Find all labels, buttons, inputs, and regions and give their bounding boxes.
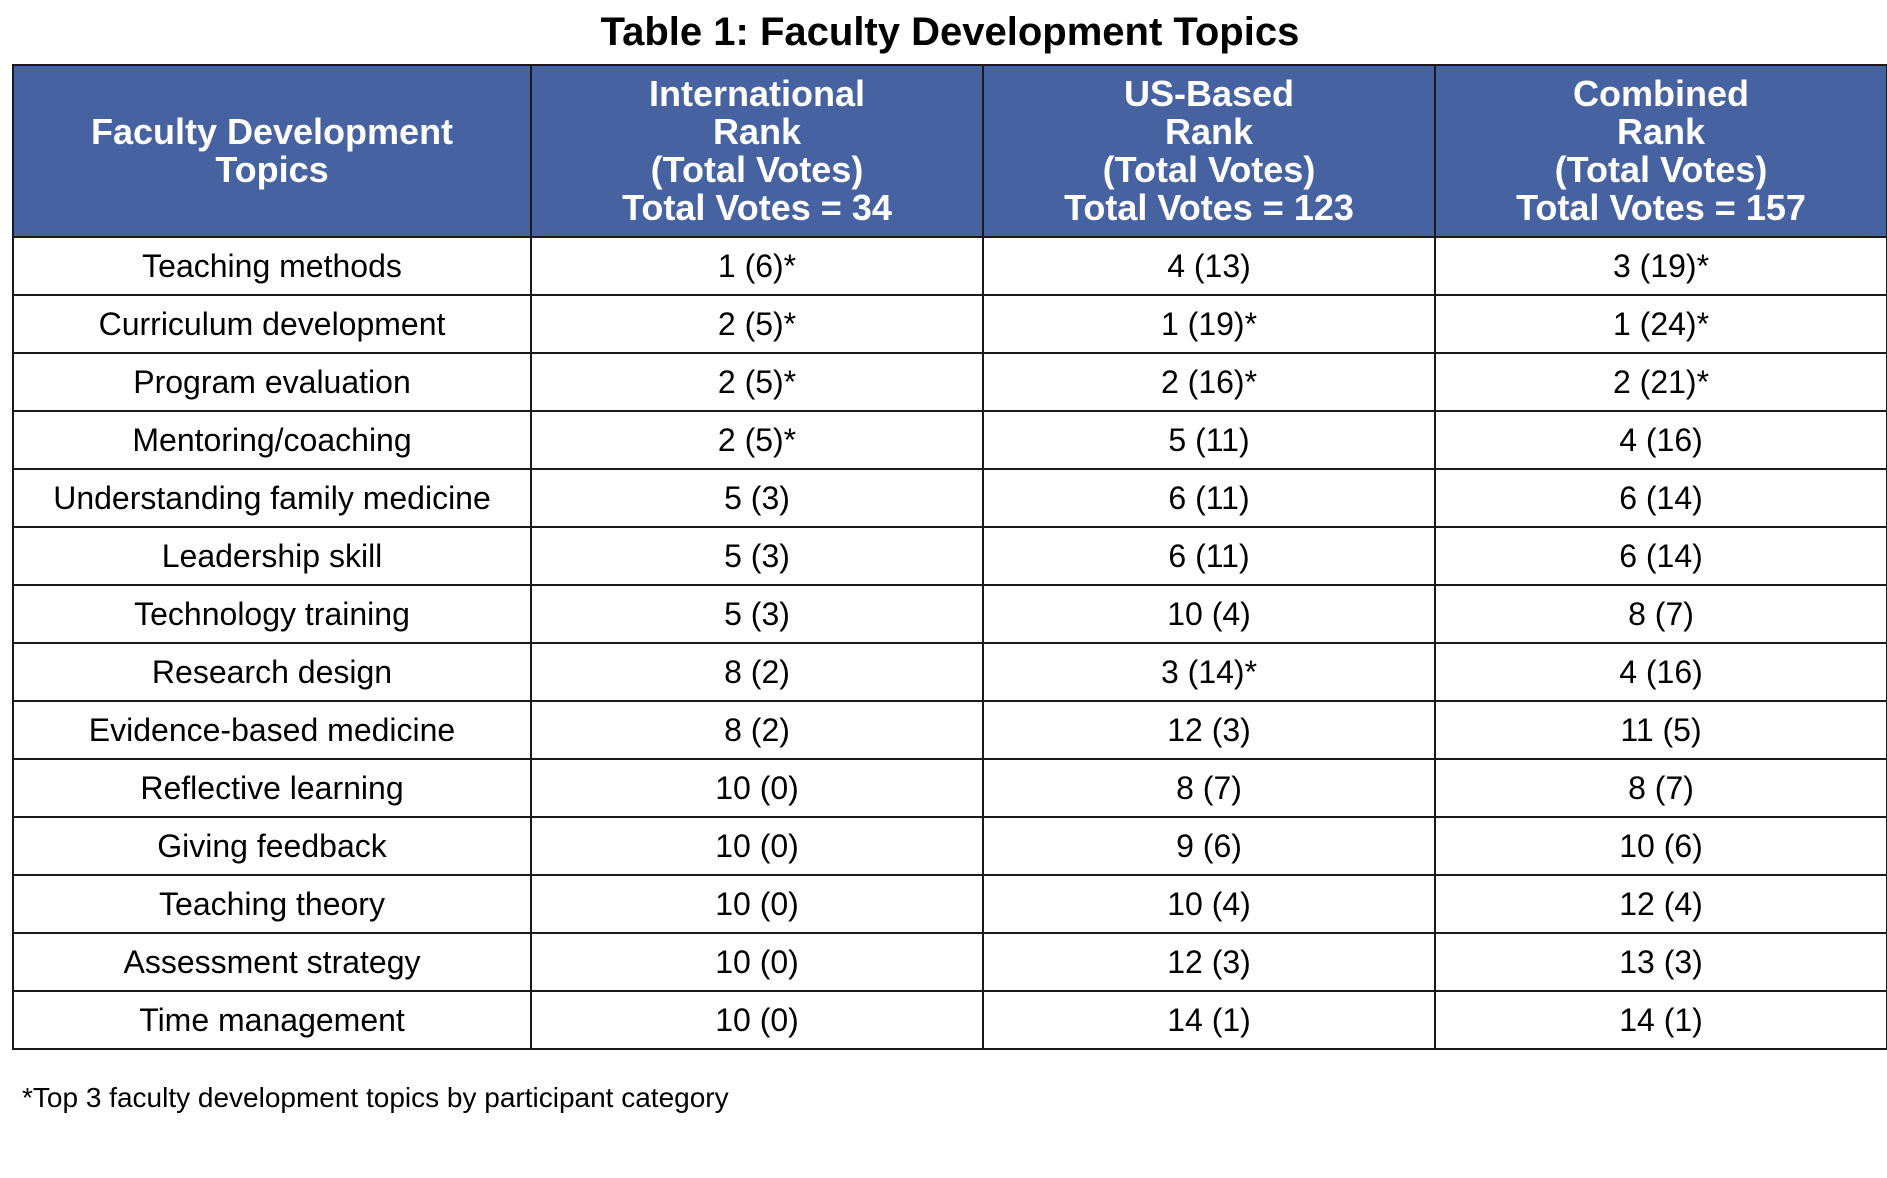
topic-cell: Reflective learning [12,758,532,818]
combined-cell: 6 (14) [1434,526,1887,586]
topic-cell: Leadership skill [12,526,532,586]
topic-cell: Evidence-based medicine [12,700,532,760]
topic-cell: Curriculum development [12,294,532,354]
international-cell: 2 (5)* [530,352,984,412]
us-based-cell: 6 (11) [982,526,1436,586]
combined-cell: 13 (3) [1434,932,1887,992]
header-line: Rank [1616,111,1706,152]
international-cell: 1 (6)* [530,236,984,296]
header-line: (Total Votes) [1554,149,1768,190]
table-row: Teaching methods 1 (6)* 4 (13) 3 (19)* [12,236,1887,296]
combined-cell: 14 (1) [1434,990,1887,1050]
faculty-topics-table: Faculty Development Topics International… [12,64,1887,1050]
table-row: Leadership skill 5 (3) 6 (11) 6 (14) [12,526,1887,586]
combined-cell: 11 (5) [1434,700,1887,760]
international-cell: 10 (0) [530,990,984,1050]
table-title: Table 1: Faculty Development Topics [600,10,1300,54]
header-line: Total Votes = 34 [622,187,892,228]
us-based-cell: 12 (3) [982,700,1436,760]
topic-cell: Understanding family medicine [12,468,532,528]
us-based-cell: 5 (11) [982,410,1436,470]
international-cell: 10 (0) [530,874,984,934]
international-cell: 2 (5)* [530,294,984,354]
header-combined: Combined Rank (Total Votes) Total Votes … [1434,64,1887,238]
topic-cell: Program evaluation [12,352,532,412]
table-row: Time management 10 (0) 14 (1) 14 (1) [12,990,1887,1050]
table-row: Research design 8 (2) 3 (14)* 4 (16) [12,642,1887,702]
combined-cell: 4 (16) [1434,642,1887,702]
table-row: Giving feedback 10 (0) 9 (6) 10 (6) [12,816,1887,876]
us-based-cell: 6 (11) [982,468,1436,528]
header-line: (Total Votes) [1102,149,1316,190]
international-cell: 10 (0) [530,816,984,876]
header-topics: Faculty Development Topics [12,64,532,238]
us-based-cell: 1 (19)* [982,294,1436,354]
topic-cell: Technology training [12,584,532,644]
header-line: Total Votes = 123 [1064,187,1354,228]
us-based-cell: 12 (3) [982,932,1436,992]
header-line: International [648,73,866,114]
international-cell: 8 (2) [530,700,984,760]
combined-cell: 3 (19)* [1434,236,1887,296]
combined-cell: 6 (14) [1434,468,1887,528]
table-row: Mentoring/coaching 2 (5)* 5 (11) 4 (16) [12,410,1887,470]
topic-cell: Time management [12,990,532,1050]
us-based-cell: 4 (13) [982,236,1436,296]
combined-cell: 10 (6) [1434,816,1887,876]
table-row: Technology training 5 (3) 10 (4) 8 (7) [12,584,1887,644]
table-row: Understanding family medicine 5 (3) 6 (1… [12,468,1887,528]
topic-cell: Research design [12,642,532,702]
international-cell: 5 (3) [530,468,984,528]
footnote: *Top 3 faculty development topics by par… [22,1082,729,1113]
topic-cell: Giving feedback [12,816,532,876]
header-international: International Rank (Total Votes) Total V… [530,64,984,238]
combined-cell: 1 (24)* [1434,294,1887,354]
table-row: Evidence-based medicine 8 (2) 12 (3) 11 … [12,700,1887,760]
us-based-cell: 2 (16)* [982,352,1436,412]
international-cell: 5 (3) [530,526,984,586]
header-line: (Total Votes) [650,149,864,190]
topic-cell: Mentoring/coaching [12,410,532,470]
international-cell: 10 (0) [530,758,984,818]
international-cell: 5 (3) [530,584,984,644]
international-cell: 2 (5)* [530,410,984,470]
header-line: Faculty Development [90,111,454,152]
combined-cell: 8 (7) [1434,584,1887,644]
table-row: Program evaluation 2 (5)* 2 (16)* 2 (21)… [12,352,1887,412]
international-cell: 8 (2) [530,642,984,702]
header-line: Combined [1573,73,1749,114]
us-based-cell: 8 (7) [982,758,1436,818]
table-row: Teaching theory 10 (0) 10 (4) 12 (4) [12,874,1887,934]
header-line: Rank [712,111,802,152]
header-line: Total Votes = 157 [1516,187,1806,228]
header-line: Rank [1164,111,1254,152]
topic-cell: Teaching methods [12,236,532,296]
international-cell: 10 (0) [530,932,984,992]
topic-cell: Assessment strategy [12,932,532,992]
combined-cell: 12 (4) [1434,874,1887,934]
us-based-cell: 14 (1) [982,990,1436,1050]
us-based-cell: 9 (6) [982,816,1436,876]
combined-cell: 4 (16) [1434,410,1887,470]
us-based-cell: 3 (14)* [982,642,1436,702]
header-line: Topics [215,149,329,190]
header-us-based: US-Based Rank (Total Votes) Total Votes … [982,64,1436,238]
combined-cell: 8 (7) [1434,758,1887,818]
us-based-cell: 10 (4) [982,584,1436,644]
table-row: Reflective learning 10 (0) 8 (7) 8 (7) [12,758,1887,818]
table-row: Assessment strategy 10 (0) 12 (3) 13 (3) [12,932,1887,992]
header-line: US-Based [1123,73,1295,114]
header-row: Faculty Development Topics International… [12,64,1887,238]
topic-cell: Teaching theory [12,874,532,934]
combined-cell: 2 (21)* [1434,352,1887,412]
us-based-cell: 10 (4) [982,874,1436,934]
table-row: Curriculum development 2 (5)* 1 (19)* 1 … [12,294,1887,354]
